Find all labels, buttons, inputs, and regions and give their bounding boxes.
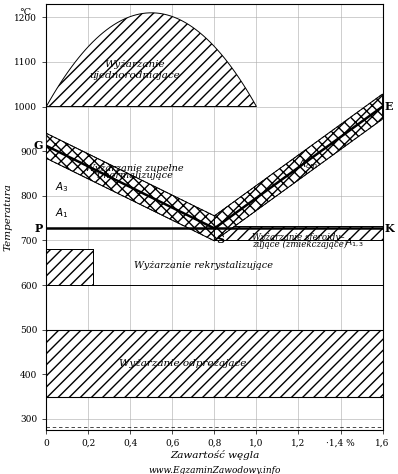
Text: $A_3$: $A_3$ bbox=[55, 180, 68, 194]
Text: G: G bbox=[34, 140, 43, 151]
Text: E: E bbox=[384, 101, 393, 112]
Polygon shape bbox=[46, 330, 382, 397]
Text: Wyżarzanie rekrystalizujące: Wyżarzanie rekrystalizujące bbox=[135, 261, 273, 270]
Text: zujące (zmiekczające): zujące (zmiekczające) bbox=[252, 240, 347, 249]
Text: www.EgzaminZawodowy.info: www.EgzaminZawodowy.info bbox=[148, 466, 281, 474]
Text: $A_{1,3}$: $A_{1,3}$ bbox=[345, 237, 364, 249]
Text: $A_1$: $A_1$ bbox=[55, 207, 68, 220]
Text: Wyżarzanie odprężające: Wyżarzanie odprężające bbox=[119, 359, 247, 368]
Text: i normalizujące: i normalizujące bbox=[97, 171, 172, 180]
Text: ujednorodniające: ujednorodniające bbox=[89, 71, 180, 80]
Text: °C: °C bbox=[19, 8, 31, 17]
Text: Wyżarzanie sferoidy–: Wyżarzanie sferoidy– bbox=[252, 233, 345, 242]
Text: S: S bbox=[217, 234, 224, 245]
Polygon shape bbox=[215, 94, 382, 241]
Polygon shape bbox=[46, 249, 93, 285]
Text: P: P bbox=[35, 223, 43, 234]
X-axis label: Zawartość węgla: Zawartość węgla bbox=[170, 449, 259, 459]
Polygon shape bbox=[215, 226, 382, 239]
Text: $A_{cm}$: $A_{cm}$ bbox=[298, 158, 319, 172]
Text: Wyżarzanie: Wyżarzanie bbox=[104, 60, 165, 69]
Y-axis label: Temperatura: Temperatura bbox=[4, 183, 13, 251]
Polygon shape bbox=[46, 133, 215, 241]
Text: Wyżarzanie zupełne: Wyżarzanie zupełne bbox=[85, 164, 184, 173]
Polygon shape bbox=[46, 13, 256, 107]
Text: K: K bbox=[384, 223, 394, 234]
